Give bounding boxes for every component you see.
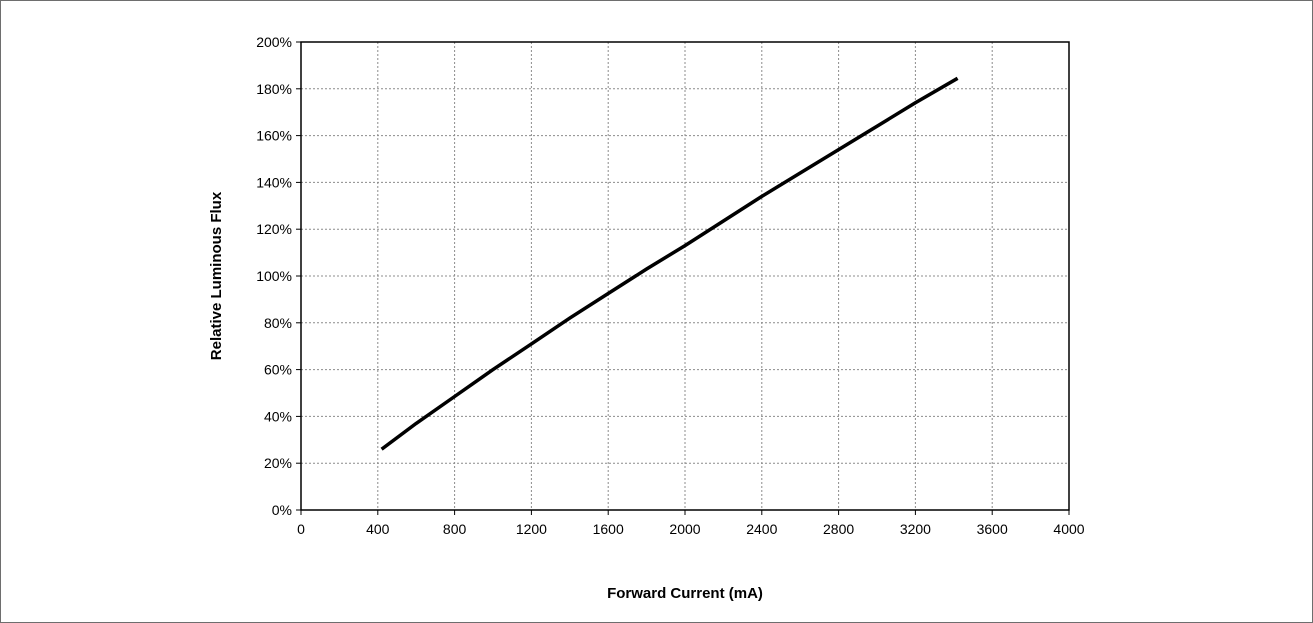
x-tick-label: 0 [297,521,305,537]
x-axis-title: Forward Current (mA) [607,585,763,602]
x-tick-label: 3600 [977,521,1008,537]
x-tick-label: 2000 [669,521,700,537]
y-tick-label: 200% [256,34,292,50]
x-tick-label: 1200 [516,521,547,537]
x-tick-label: 400 [366,521,390,537]
y-tick-label: 80% [264,315,292,331]
y-axis-title: Relative Luminous Flux [208,191,225,360]
grid [301,42,1069,510]
y-tick-label: 60% [264,362,292,378]
y-tick-label: 40% [264,408,292,424]
x-tick-label: 1600 [593,521,624,537]
x-tick-label: 800 [443,521,467,537]
y-tick-label: 140% [256,174,292,190]
x-tick-label: 3200 [900,521,931,537]
x-tick-label: 4000 [1053,521,1084,537]
x-tick-label: 2400 [746,521,777,537]
series-layer [380,76,959,451]
y-tick-label: 0% [272,502,292,518]
x-tick-label: 2800 [823,521,854,537]
series-line [380,76,959,451]
y-axis-ticks: 0% 20% 40% 60% 80% 100% 120% 140% 160% 180% 200% [256,34,301,518]
y-tick-label: 160% [256,128,292,144]
y-tick-label: 20% [264,455,292,471]
y-tick-label: 100% [256,268,292,284]
y-tick-label: 180% [256,81,292,97]
y-tick-label: 120% [256,221,292,237]
x-axis-ticks: 0 400 800 1200 1600 2000 2400 2800 3200 3600 4000 [297,510,1085,537]
